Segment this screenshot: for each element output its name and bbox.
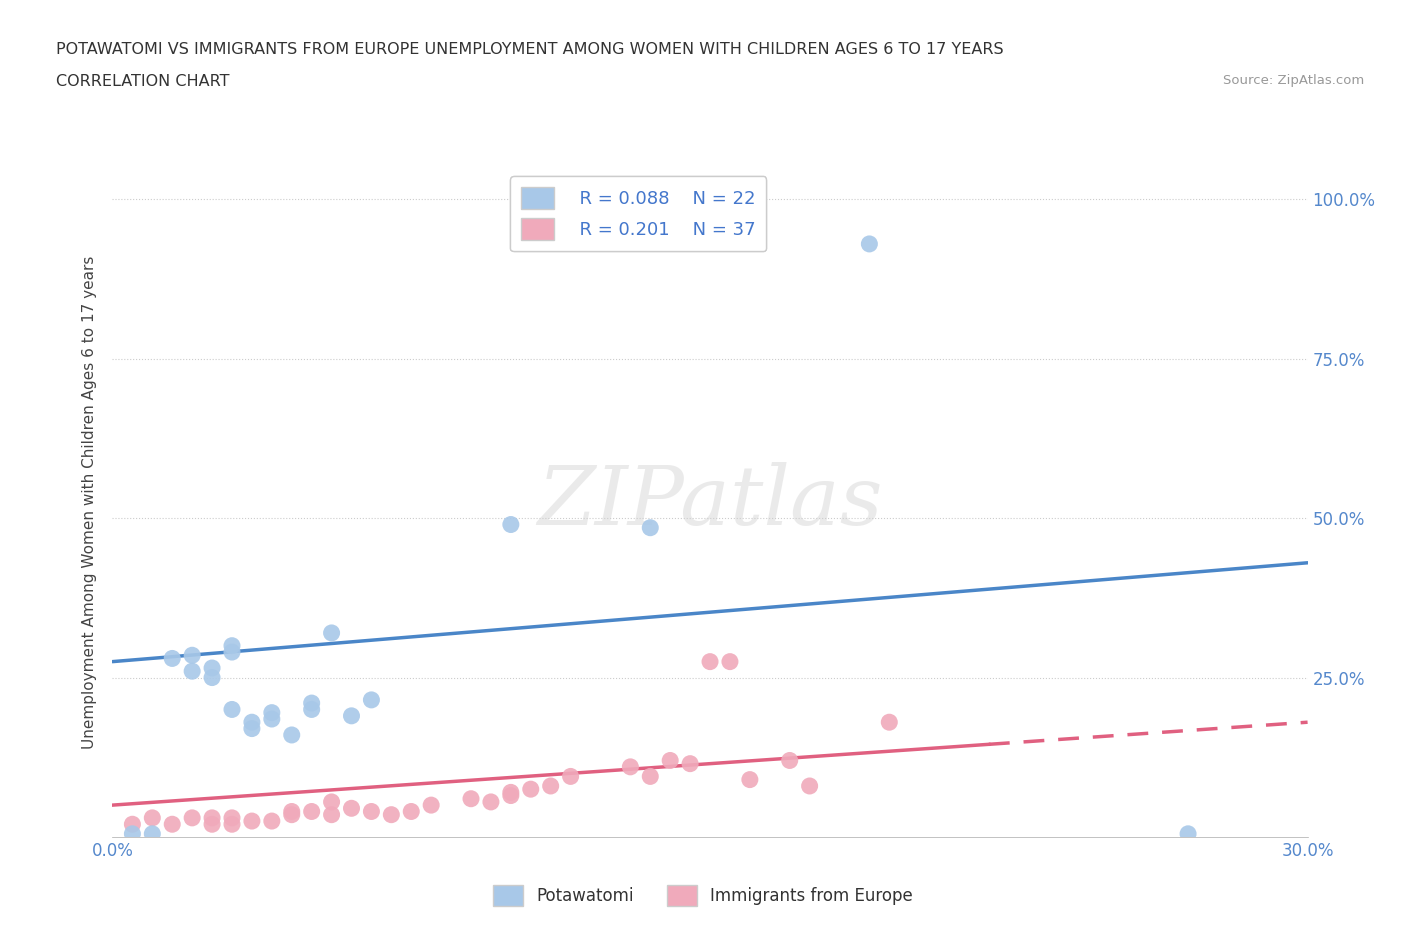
Legend: Potawatomi, Immigrants from Europe: Potawatomi, Immigrants from Europe — [486, 879, 920, 912]
Point — [181, 664, 204, 679]
Point — [281, 727, 304, 742]
Point — [260, 711, 283, 726]
Point — [877, 715, 900, 730]
Point — [520, 782, 543, 797]
Point — [260, 814, 283, 829]
Point — [779, 753, 801, 768]
Point — [141, 810, 163, 825]
Point — [699, 654, 721, 669]
Point — [679, 756, 702, 771]
Legend:   R = 0.088    N = 22,   R = 0.201    N = 37: R = 0.088 N = 22, R = 0.201 N = 37 — [510, 177, 766, 251]
Point — [221, 817, 243, 831]
Point — [301, 804, 323, 819]
Point — [162, 651, 183, 666]
Point — [340, 801, 363, 816]
Point — [201, 810, 224, 825]
Text: CORRELATION CHART: CORRELATION CHART — [56, 74, 229, 89]
Point — [718, 654, 741, 669]
Y-axis label: Unemployment Among Women with Children Ages 6 to 17 years: Unemployment Among Women with Children A… — [82, 256, 97, 749]
Text: POTAWATOMI VS IMMIGRANTS FROM EUROPE UNEMPLOYMENT AMONG WOMEN WITH CHILDREN AGES: POTAWATOMI VS IMMIGRANTS FROM EUROPE UNE… — [56, 42, 1004, 57]
Point — [141, 827, 163, 842]
Point — [1177, 827, 1199, 842]
Point — [540, 778, 562, 793]
Point — [321, 626, 343, 641]
Point — [201, 671, 224, 685]
Point — [240, 721, 263, 736]
Point — [619, 760, 641, 775]
Point — [221, 702, 243, 717]
Point — [340, 709, 363, 724]
Point — [738, 772, 761, 787]
Point — [638, 769, 662, 784]
Point — [321, 794, 343, 809]
Point — [181, 648, 204, 663]
Point — [380, 807, 402, 822]
Point — [638, 520, 662, 535]
Point — [281, 804, 304, 819]
Point — [479, 794, 502, 809]
Point — [221, 644, 243, 659]
Point — [499, 788, 522, 803]
Point — [121, 827, 143, 842]
Point — [221, 810, 243, 825]
Point — [260, 705, 283, 720]
Point — [858, 236, 880, 251]
Point — [162, 817, 183, 831]
Point — [240, 715, 263, 730]
Point — [420, 798, 443, 813]
Point — [240, 814, 263, 829]
Point — [499, 517, 522, 532]
Text: ZIPatlas: ZIPatlas — [537, 462, 883, 542]
Point — [221, 638, 243, 653]
Point — [301, 702, 323, 717]
Point — [560, 769, 582, 784]
Point — [799, 778, 821, 793]
Point — [281, 807, 304, 822]
Point — [301, 696, 323, 711]
Point — [201, 660, 224, 675]
Point — [321, 807, 343, 822]
Point — [401, 804, 423, 819]
Text: Source: ZipAtlas.com: Source: ZipAtlas.com — [1223, 74, 1364, 87]
Point — [121, 817, 143, 831]
Point — [201, 817, 224, 831]
Point — [460, 791, 482, 806]
Point — [360, 804, 382, 819]
Point — [659, 753, 682, 768]
Point — [181, 810, 204, 825]
Point — [360, 693, 382, 708]
Point — [499, 785, 522, 800]
